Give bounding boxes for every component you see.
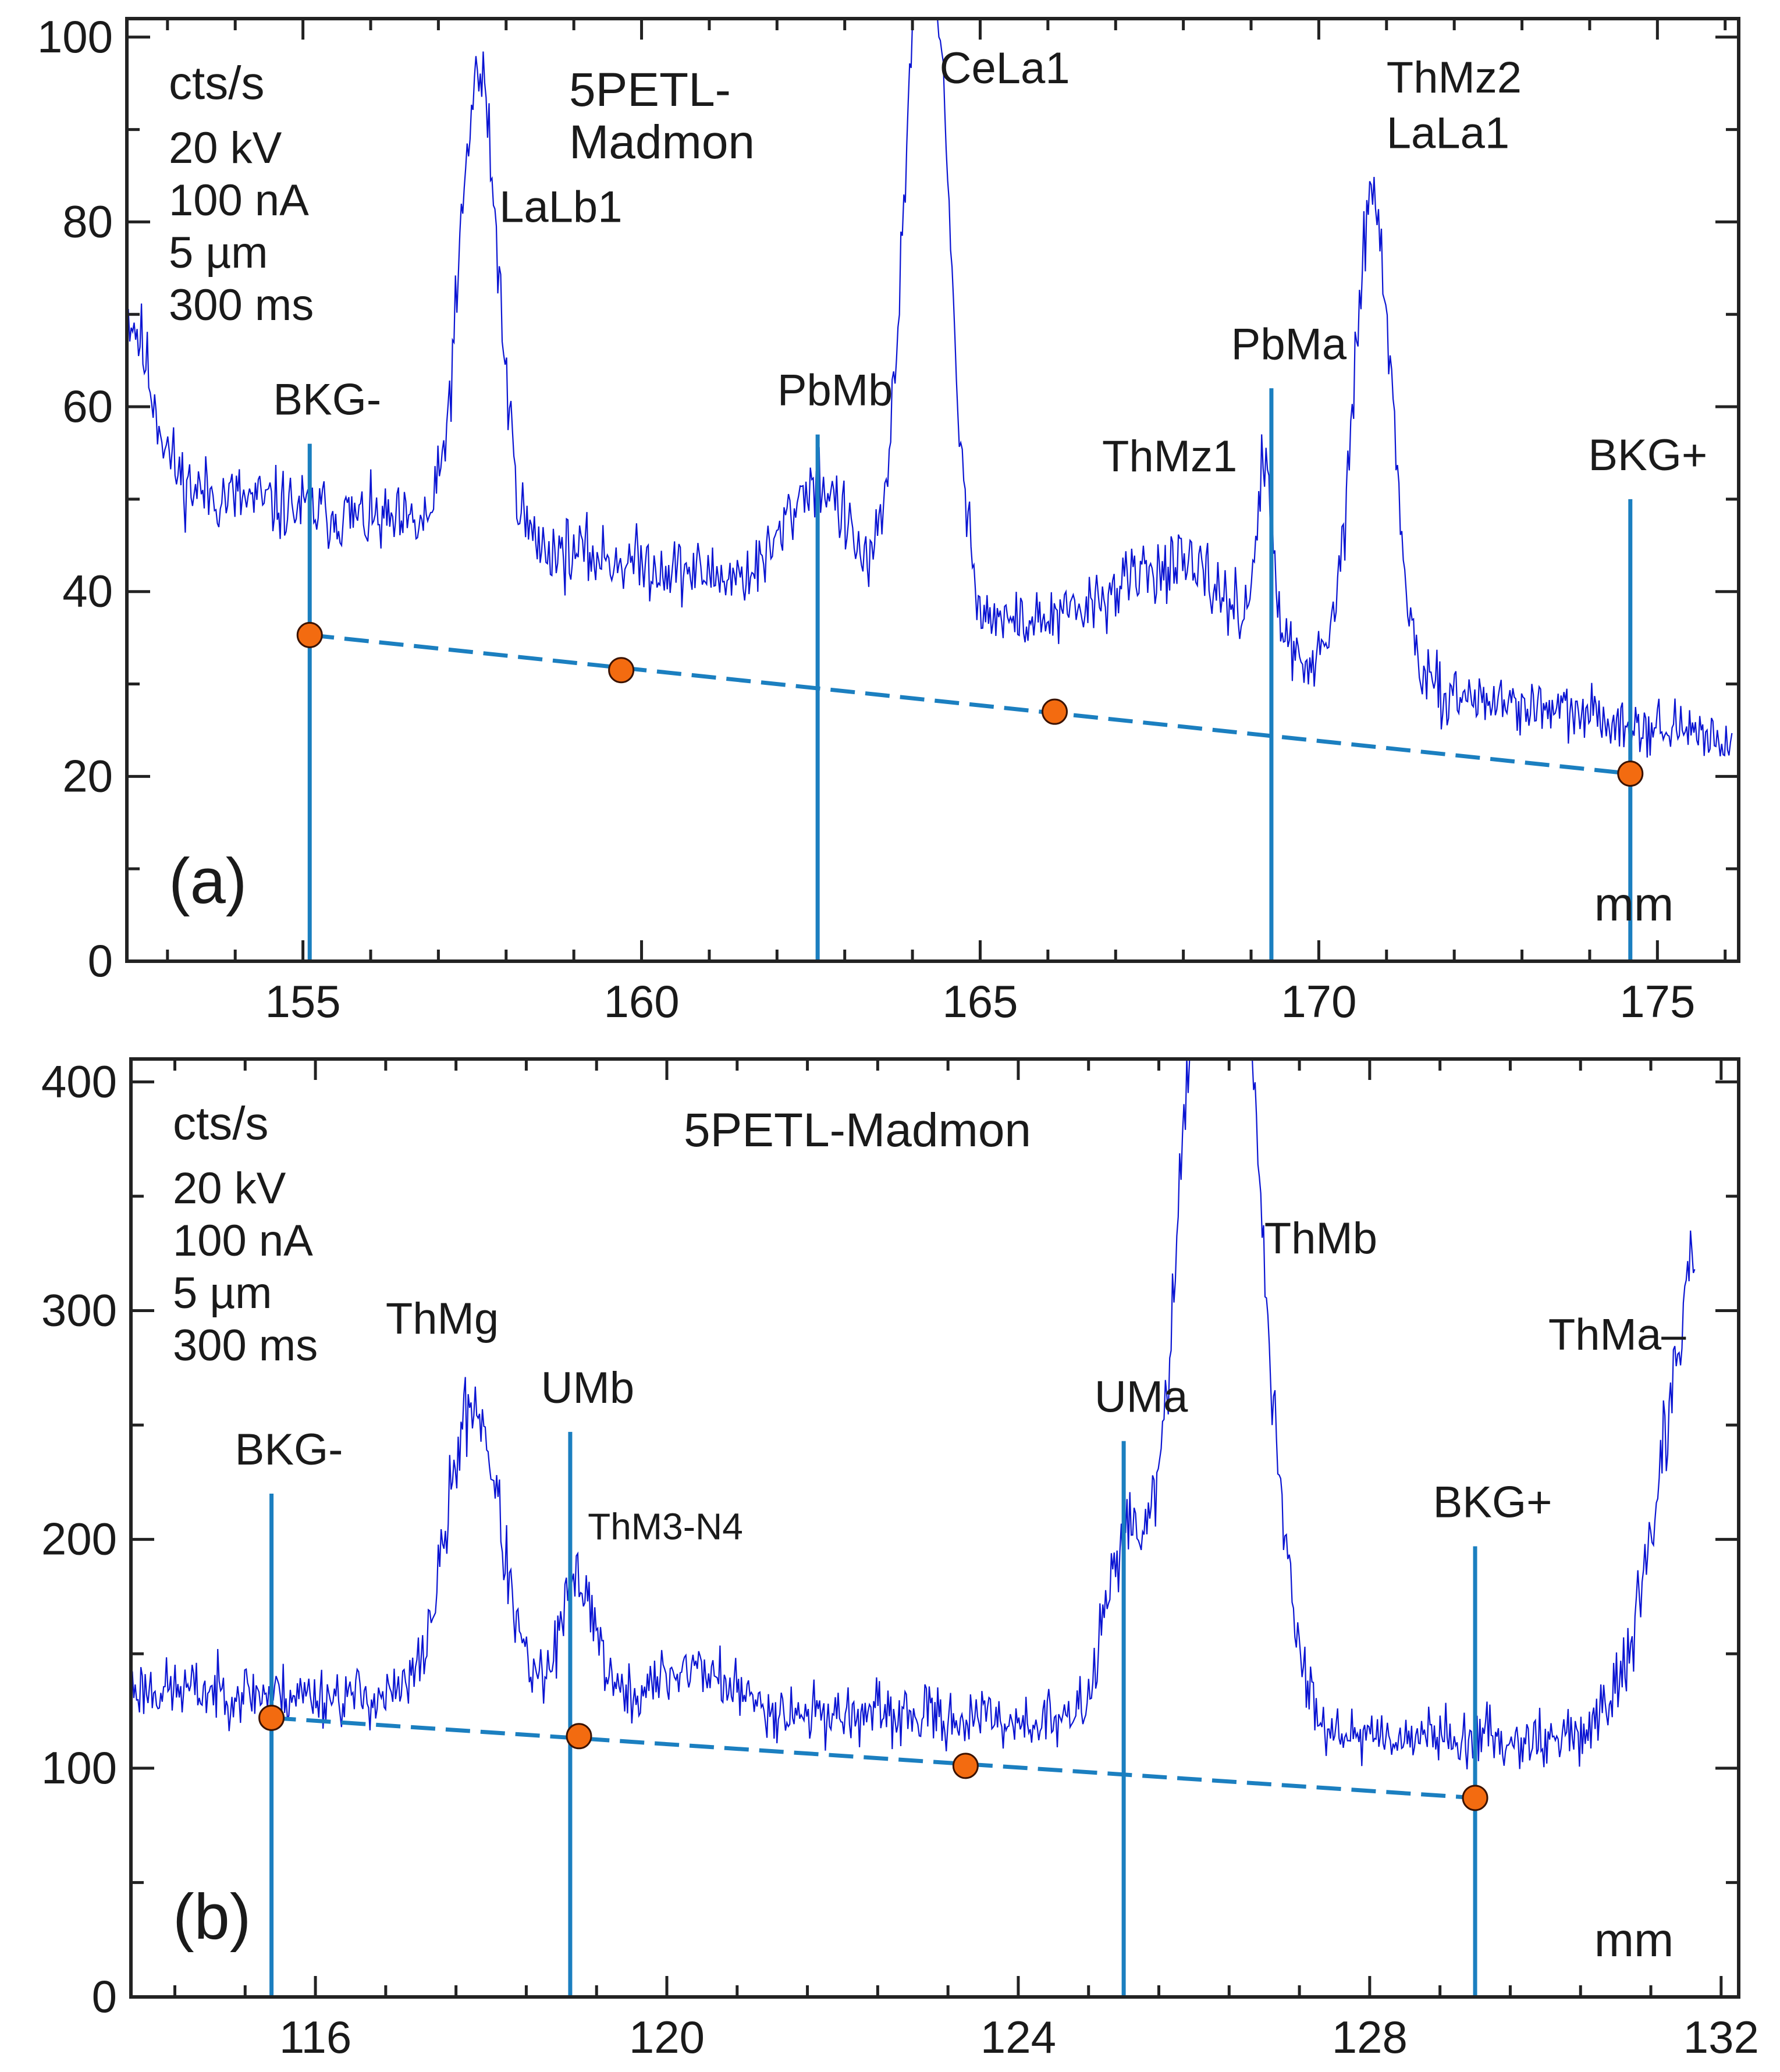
y-tick-label: 200 [41, 1513, 117, 1565]
condition-label: 20 kV [169, 123, 282, 173]
background-fit-line [271, 1715, 1476, 1800]
chart-title: Madmon [569, 116, 755, 169]
condition-label: 100 nA [173, 1216, 313, 1266]
background-point [952, 1753, 979, 1779]
background-point [296, 621, 323, 648]
background-point [1041, 698, 1068, 725]
peak-label: ThMa– [1548, 1310, 1686, 1359]
spectrum-line [131, 1059, 1696, 1769]
panel-label: (b) [173, 1881, 251, 1953]
y-tick-label: 60 [62, 381, 113, 432]
spectrum-line [127, 19, 1733, 758]
peak-label: ThM3-N4 [588, 1506, 743, 1548]
marker-label: BKG+ [1433, 1477, 1552, 1527]
x-tick-label: 155 [265, 976, 341, 1027]
marker-label: BKG+ [1588, 431, 1707, 480]
x-tick-label: 128 [1332, 2011, 1408, 2063]
marker-label: UMb [541, 1363, 634, 1413]
panel-a: BKG- PbMb PbMa BKG+ LaLb1 CeLa1 ThMz1 ThMz2 LaLa… [37, 11, 1740, 1027]
peak-label: ThMg [386, 1294, 499, 1344]
chart-title: 5PETL-Madmon [684, 1104, 1031, 1157]
x-tick-label: 165 [942, 976, 1018, 1027]
y-tick-label: 0 [88, 935, 113, 986]
x-tick-label: 124 [980, 2011, 1056, 2063]
y-tick-label: 80 [62, 196, 113, 247]
panel-label: (a) [169, 845, 247, 917]
unit-label: cts/s [173, 1097, 268, 1149]
background-fit-line [309, 632, 1631, 776]
x-tick-label: 116 [279, 2011, 351, 2063]
peak-label: ThMz1 [1102, 432, 1237, 481]
y-tick-label: 100 [37, 11, 113, 62]
peak-label: LaLa1 [1387, 108, 1509, 158]
x-axis-label: mm [1594, 1914, 1674, 1967]
y-tick-label: 20 [62, 750, 113, 801]
marker-label: PbMb [777, 366, 893, 415]
x-tick-label: 175 [1619, 976, 1695, 1027]
x-axis-label: mm [1594, 878, 1674, 931]
peak-label: ThMb [1264, 1214, 1377, 1263]
plot-frame [125, 17, 1740, 963]
panel-b: BKG- UMb UMa BKG+ ThMg ThM3-N4 ThMb ThMa– 116 120… [41, 1055, 1759, 2063]
x-tick-label: 170 [1281, 976, 1356, 1027]
peak-label: ThMz2 [1387, 53, 1522, 102]
y-tick-label: 40 [62, 566, 113, 617]
background-point [1462, 1785, 1488, 1811]
background-point [608, 657, 635, 684]
marker-label: BKG- [273, 375, 381, 425]
condition-label: 300 ms [173, 1321, 318, 1370]
chart-title: 5PETL- [569, 63, 731, 116]
condition-label: 100 nA [169, 176, 309, 225]
x-tick-label: 160 [603, 976, 679, 1027]
background-point [1617, 760, 1644, 787]
y-tick-label: 100 [41, 1742, 117, 1793]
peak-label: LaLb1 [499, 182, 622, 232]
background-point [258, 1704, 285, 1731]
y-tick-label: 400 [41, 1055, 117, 1107]
y-tick-label: 300 [41, 1284, 117, 1335]
marker-label: BKG- [235, 1425, 343, 1474]
y-tick-label: 0 [92, 1971, 117, 2022]
plot-frame [129, 1057, 1740, 1999]
x-tick-label: 120 [629, 2011, 705, 2063]
marker-label: UMa [1095, 1373, 1188, 1422]
condition-label: 20 kV [173, 1164, 286, 1213]
peak-label: CeLa1 [940, 44, 1070, 93]
x-tick-label: 132 [1683, 2011, 1759, 2063]
condition-label: 300 ms [169, 280, 314, 330]
condition-label: 5 µm [169, 228, 268, 278]
unit-label: cts/s [169, 57, 264, 109]
background-point [566, 1723, 592, 1750]
marker-label: PbMa [1231, 319, 1347, 369]
condition-label: 5 µm [173, 1268, 272, 1318]
